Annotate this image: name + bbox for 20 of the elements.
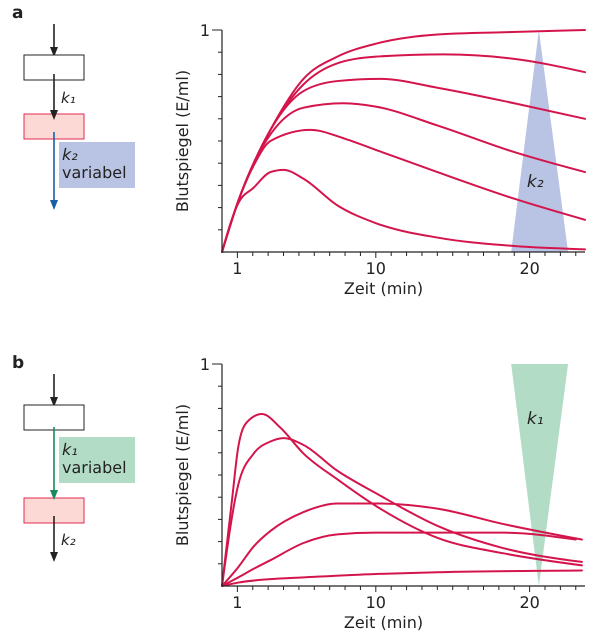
- text: a: [12, 3, 24, 23]
- x-tick-label: 1: [232, 593, 242, 612]
- text: k₂: [61, 531, 76, 549]
- text: k₂ variabel: [62, 145, 127, 182]
- text: 1: [200, 21, 210, 40]
- x-tick-label: 20: [519, 259, 540, 278]
- annotation: k₂: [526, 172, 544, 192]
- x-tick-label: 20: [519, 593, 540, 612]
- text: k₁ variabel: [62, 440, 127, 477]
- text: 1: [200, 355, 210, 374]
- text: b: [12, 353, 24, 373]
- y-axis-title: Blutspiegel (E/ml): [173, 404, 192, 546]
- x-tick-label: 10: [366, 259, 386, 278]
- y-axis-title: Blutspiegel (E/ml): [173, 70, 192, 212]
- x-tick-label: 10: [366, 593, 386, 612]
- x-tick-label: 1: [232, 259, 242, 278]
- x-axis-title: Zeit (min): [344, 279, 424, 298]
- x-axis-title: Zeit (min): [344, 613, 424, 632]
- annotation: k₁: [526, 409, 544, 429]
- text: k₁: [61, 89, 76, 107]
